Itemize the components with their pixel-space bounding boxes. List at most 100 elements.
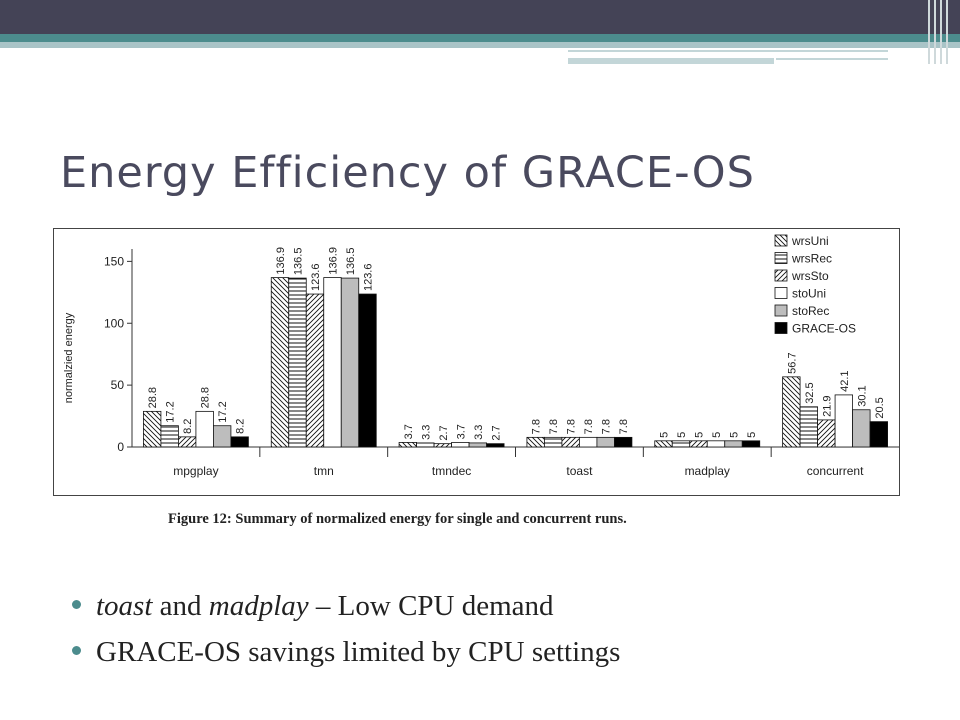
decorative-line: [568, 50, 888, 52]
bar-value-label: 3.7: [403, 424, 415, 439]
bar-value-label: 42.1: [839, 370, 851, 391]
legend-swatch-wrssto: [774, 269, 788, 282]
bar-value-label: 7.8: [583, 419, 595, 434]
bullet-dot-icon: [72, 646, 81, 655]
bar-storec-tmn: [340, 277, 360, 448]
bar-value-label: 5: [746, 432, 758, 438]
bullet-text: and: [152, 590, 209, 622]
bar-value-label: 8.2: [235, 419, 247, 434]
bar-value-label: 21.9: [821, 395, 833, 416]
bar-wrsrec-madplay: [671, 440, 691, 448]
bullet-dot-icon: [72, 600, 81, 609]
slide-title: Energy Efficiency of GRACE-OS: [60, 148, 755, 198]
bar-value-label: 136.5: [345, 248, 357, 276]
x-category-label: madplay: [685, 464, 730, 478]
bar-wrssto-concurrent: [817, 419, 836, 448]
decorative-line: [568, 58, 774, 64]
bar-value-label: 7.8: [548, 419, 560, 434]
chart-frame: 0 50 100 150 normalzied energy mpgplay tmn tmnd…: [53, 228, 900, 496]
x-category-label: concurrent: [807, 464, 864, 478]
decorative-line: [776, 58, 888, 60]
bar-wrsuni-tmndec: [398, 442, 417, 448]
bar-wrssto-madplay: [689, 440, 708, 448]
bar-grace-os-concurrent: [869, 421, 888, 448]
x-category-label: toast: [566, 464, 593, 478]
bar-value-label: 20.5: [874, 397, 886, 418]
bar-grace-os-madplay: [741, 440, 761, 448]
bar-wrssto-tmn: [305, 293, 325, 448]
bar-grace-os-tmn: [358, 293, 377, 448]
header-band: [0, 0, 960, 34]
bullet-item: toast and madplay – Low CPU demand: [72, 586, 620, 632]
bar-wrsuni-madplay: [654, 440, 673, 448]
x-category-label: tmn: [314, 464, 334, 478]
bar-value-label: 5: [659, 432, 671, 438]
bar-stouni-concurrent: [834, 394, 853, 448]
bullet-text: madplay: [208, 590, 309, 622]
bar-wrssto-toast: [561, 436, 580, 448]
bar-storec-mpgplay: [213, 425, 232, 448]
legend-label: wrsUni: [791, 234, 829, 248]
bar-value-label: 3.3: [420, 425, 432, 440]
x-category-label: tmndec: [432, 464, 471, 478]
bar-value-label: 2.7: [490, 425, 502, 440]
bar-chart: 0 50 100 150 normalzied energy mpgplay tmn tmnd…: [63, 234, 899, 478]
bar-wrssto-mpgplay: [178, 436, 197, 448]
legend-label: stoUni: [792, 287, 826, 301]
header-light-band: [0, 42, 960, 48]
bar-wrsrec-mpgplay: [160, 425, 179, 448]
bar-wrsuni-toast: [526, 436, 545, 448]
bullet-text: GRACE-OS savings limited by CPU settings: [96, 636, 621, 668]
bar-wrsuni-concurrent: [782, 376, 801, 448]
bar-value-label: 7.8: [566, 419, 578, 434]
bar-grace-os-toast: [614, 436, 633, 448]
bar-value-label: 28.8: [147, 387, 159, 408]
figure-caption: Figure 12: Summary of normalized energy …: [168, 511, 627, 527]
bar-wrsrec-tmndec: [416, 442, 435, 448]
bar-value-label: 28.8: [200, 387, 212, 408]
bar-storec-concurrent: [852, 409, 871, 448]
bar-value-label: 136.5: [293, 248, 305, 276]
legend-label: stoRec: [792, 304, 829, 318]
y-tick-label: 100: [104, 316, 124, 330]
bar-value-label: 123.6: [363, 264, 375, 292]
legend-swatch-wrsuni: [774, 234, 788, 247]
bar-value-label: 123.6: [310, 264, 322, 292]
legend-label: wrsRec: [791, 252, 832, 266]
bar-grace-os-mpgplay: [230, 436, 249, 448]
legend-label: wrsSto: [791, 269, 829, 283]
bullet-list: toast and madplay – Low CPU demand GRACE-…: [72, 586, 620, 678]
bar-value-label: 56.7: [786, 352, 798, 373]
legend-label: GRACE-OS: [792, 322, 856, 336]
bar-wrsrec-concurrent: [799, 406, 818, 448]
bar-storec-toast: [596, 436, 615, 448]
bar-wrsrec-tmn: [288, 277, 307, 448]
legend-swatch-grace-os: [774, 322, 788, 334]
bar-value-label: 17.2: [217, 401, 229, 422]
bar-storec-tmndec: [468, 442, 487, 448]
bar-value-label: 3.3: [473, 425, 485, 440]
bar-stouni-mpgplay: [195, 410, 214, 448]
bar-wrssto-tmndec: [433, 443, 452, 448]
bar-grace-os-tmndec: [486, 443, 505, 448]
bullet-item: GRACE-OS savings limited by CPU settings: [72, 632, 620, 678]
bar-value-label: 7.8: [531, 419, 543, 434]
bar-value-label: 136.9: [275, 247, 287, 275]
bar-value-label: 8.2: [182, 419, 194, 434]
bar-value-label: 5: [711, 432, 723, 438]
legend-swatch-stouni: [774, 287, 788, 299]
bar-value-label: 17.2: [165, 401, 177, 422]
bar-value-label: 2.7: [438, 425, 450, 440]
bar-value-label: 32.5: [804, 382, 816, 403]
bar-stouni-tmndec: [451, 442, 470, 448]
bar-value-label: 3.7: [455, 424, 467, 439]
bar-storec-madplay: [724, 440, 743, 448]
bar-wrsrec-toast: [544, 436, 563, 448]
bar-value-label: 7.8: [601, 419, 613, 434]
bar-stouni-madplay: [706, 440, 726, 448]
bar-wrsuni-mpgplay: [143, 410, 162, 448]
bar-stouni-toast: [579, 436, 598, 448]
x-category-label: mpgplay: [173, 464, 218, 478]
header-accent-band: [0, 34, 960, 42]
y-tick-label: 0: [117, 440, 124, 454]
